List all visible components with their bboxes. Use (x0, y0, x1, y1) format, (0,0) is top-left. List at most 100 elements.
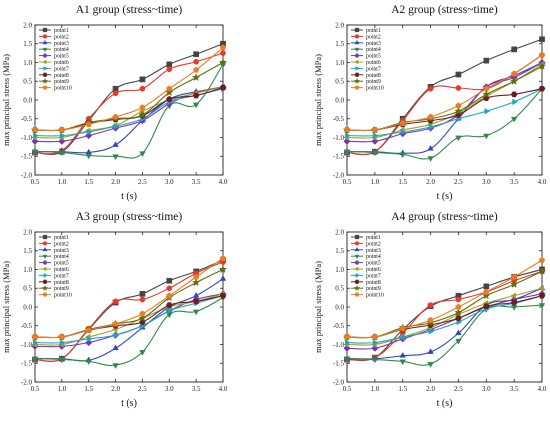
legend-marker (354, 34, 360, 39)
data-point-point8 (483, 303, 490, 310)
data-point-point7 (86, 128, 93, 136)
data-point-point1-shape (483, 283, 490, 290)
legend-marker-shape (41, 77, 49, 84)
data-point-point10-shape (85, 326, 92, 333)
legend-marker-shape (42, 279, 48, 284)
y-tick-label: -1.5 (21, 360, 33, 368)
data-point-point6-shape (538, 285, 544, 292)
data-point-point4-shape (343, 149, 351, 156)
data-point-point10-shape (371, 333, 378, 340)
data-point-point2 (193, 58, 199, 65)
legend-label: point6 (54, 60, 69, 66)
legend-marker (42, 254, 48, 260)
legend-marker (354, 241, 360, 246)
data-point-point2-shape (166, 66, 173, 73)
data-point-point3-shape (219, 275, 227, 281)
data-point-point1-shape (455, 71, 462, 78)
data-point-point4 (31, 149, 39, 156)
series-line-point4 (34, 64, 224, 159)
data-point-point2-shape (455, 296, 462, 303)
legend-marker (355, 272, 360, 278)
data-point-point9-shape (454, 308, 463, 317)
data-point-point4-shape (58, 150, 66, 157)
data-point-point7-shape (484, 108, 491, 115)
data-point-point10-shape (31, 126, 39, 133)
data-point-point10 (399, 325, 406, 332)
data-point-point8 (192, 298, 200, 305)
data-point-point3 (427, 144, 434, 151)
data-point-point8-shape (219, 84, 227, 91)
legend-marker-shape (354, 27, 360, 33)
data-point-point8-shape (538, 292, 546, 299)
x-tick-label: 3.5 (510, 178, 519, 186)
x-tick-label: 4.0 (219, 385, 228, 393)
legend-label: point1 (54, 235, 69, 241)
legend-label: point3 (366, 248, 381, 254)
x-tick-label: 4.0 (538, 385, 547, 393)
x-tick-label: 3.5 (192, 385, 201, 393)
legend-marker (354, 279, 360, 284)
legend-marker-shape (354, 47, 360, 53)
data-point-point10 (483, 288, 490, 295)
legend-marker (353, 284, 361, 291)
data-point-point2-shape (427, 85, 434, 92)
data-point-point8 (538, 85, 546, 92)
data-point-point10-shape (455, 303, 462, 310)
data-point-point8-shape (455, 315, 462, 322)
data-point-point6 (510, 292, 517, 299)
data-point-point10-shape (139, 310, 146, 317)
data-point-point8-shape (192, 92, 200, 99)
legend-marker-shape (353, 284, 361, 291)
data-point-point2 (220, 50, 226, 56)
data-point-point7 (345, 339, 351, 346)
data-point-point9 (454, 106, 463, 115)
data-point-point7-shape (33, 132, 39, 139)
data-point-point3 (455, 329, 462, 336)
data-point-point1-shape (166, 277, 173, 284)
data-point-point10-shape (399, 119, 406, 126)
data-point-point4-shape (85, 153, 92, 160)
data-point-point9 (218, 58, 228, 67)
data-point-point9 (218, 265, 228, 274)
legend-marker-shape (42, 266, 47, 272)
data-point-point2-shape (139, 296, 146, 303)
legend-marker-shape (43, 272, 48, 278)
y-tick-label: 1.0 (23, 59, 32, 67)
data-point-point4-shape (139, 350, 146, 356)
data-point-point10 (511, 273, 518, 280)
legend-label: point6 (366, 267, 381, 273)
data-point-point7 (512, 98, 518, 106)
data-point-point8 (192, 92, 200, 99)
y-tick-label: 1.0 (335, 266, 344, 274)
data-point-point9-shape (165, 88, 174, 97)
legend-label: point6 (366, 60, 381, 66)
data-point-point4 (399, 359, 406, 366)
legend-marker (42, 52, 48, 59)
data-point-point4 (139, 350, 146, 356)
data-point-point4-shape (85, 359, 92, 366)
y-tick-label: 0.5 (23, 78, 32, 86)
data-point-point4 (483, 133, 490, 140)
legend-label: point9 (54, 79, 69, 85)
y-tick-label: 2.0 (23, 21, 32, 29)
data-point-point3 (112, 344, 119, 351)
legend-label: point3 (54, 41, 69, 47)
legend-marker (354, 85, 360, 90)
data-point-point2 (139, 85, 146, 92)
legend-label: point10 (54, 293, 72, 299)
legend-label: point9 (366, 79, 381, 85)
data-point-point3-shape (112, 344, 119, 351)
legend-marker (354, 234, 360, 240)
data-point-point2 (427, 302, 434, 308)
data-point-point10 (538, 51, 546, 58)
x-tick-label: 3.5 (510, 385, 519, 393)
data-point-point7 (33, 339, 39, 346)
data-point-point7 (372, 339, 379, 346)
legend-label: point2 (366, 241, 381, 247)
data-point-point7 (59, 132, 66, 139)
legend-marker (42, 279, 48, 284)
legend-marker (42, 241, 48, 246)
legend-marker-shape (354, 254, 360, 260)
data-point-point10-shape (139, 104, 146, 111)
data-point-point10-shape (399, 325, 406, 332)
